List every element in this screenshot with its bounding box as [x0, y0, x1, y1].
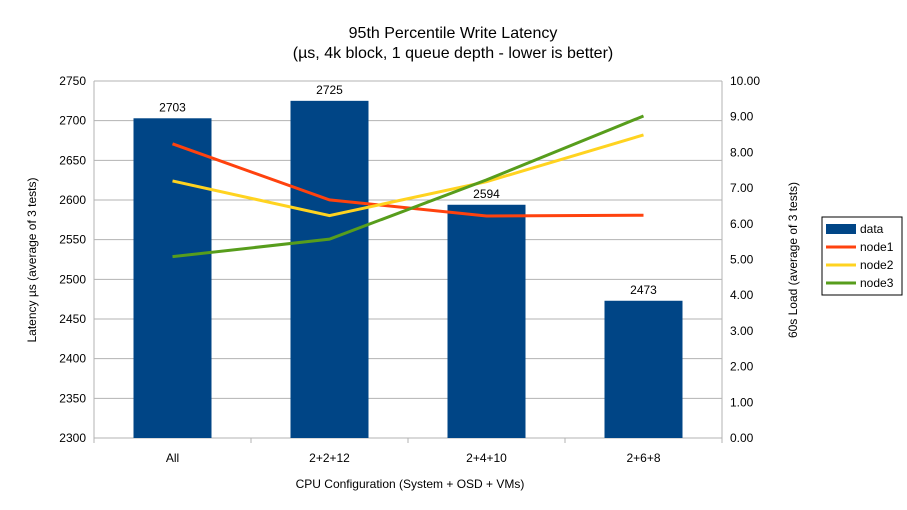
y2-axis-label: 60s Load (average of 3 tests) [786, 182, 800, 338]
y2-tick-label: 9.00 [730, 110, 754, 124]
x-tick-label: All [166, 451, 179, 465]
y-tick-label: 2400 [59, 352, 86, 366]
y-tick-label: 2550 [59, 233, 86, 247]
line-node2 [172, 133, 644, 218]
y-tick-label: 2450 [59, 312, 86, 326]
bar-data-label: 2594 [473, 187, 500, 201]
y2-tick-label: 4.00 [730, 288, 754, 302]
line-node3 [172, 114, 645, 259]
bar [133, 118, 212, 438]
x-tick-label: 2+6+8 [626, 451, 660, 465]
x-tick-label: 2+4+10 [466, 451, 507, 465]
chart-title: 95th Percentile Write Latency [349, 25, 558, 42]
y-tick-label: 2500 [59, 272, 86, 286]
y2-tick-label: 10.00 [730, 74, 760, 88]
bar-data-label: 2703 [159, 100, 186, 114]
y2-tick-label: 5.00 [730, 253, 754, 267]
legend-label-node2: node2 [860, 258, 894, 272]
y-tick-label: 2750 [59, 74, 86, 88]
x-axis-label: CPU Configuration (System + OSD + VMs) [296, 477, 525, 491]
y2-tick-label: 6.00 [730, 217, 754, 231]
bar [604, 300, 683, 438]
bar-data-label: 2725 [316, 83, 343, 97]
y2-tick-label: 0.00 [730, 431, 754, 445]
y2-tick-label: 3.00 [730, 324, 754, 338]
y-axis-label: Latency µs (average of 3 tests) [25, 178, 39, 343]
legend-swatch-data [826, 224, 856, 234]
y2-tick-label: 1.00 [730, 395, 754, 409]
bar [290, 100, 369, 438]
bar-data-label: 2473 [630, 283, 657, 297]
x-tick-label: 2+2+12 [309, 451, 350, 465]
y2-tick-label: 2.00 [730, 360, 754, 374]
chart-subtitle: (µs, 4k block, 1 queue depth - lower is … [293, 45, 613, 62]
legend-label-node3: node3 [860, 276, 894, 290]
bar [447, 204, 526, 438]
legend-label-data: data [860, 222, 884, 236]
y-tick-label: 2650 [59, 153, 86, 167]
y-tick-label: 2700 [59, 114, 86, 128]
y-tick-label: 2350 [59, 391, 86, 405]
line-node1 [171, 142, 644, 218]
y-tick-label: 2300 [59, 431, 86, 445]
y2-tick-label: 8.00 [730, 145, 754, 159]
y-tick-label: 2600 [59, 193, 86, 207]
legend-label-node1: node1 [860, 240, 894, 254]
y2-tick-label: 7.00 [730, 181, 754, 195]
